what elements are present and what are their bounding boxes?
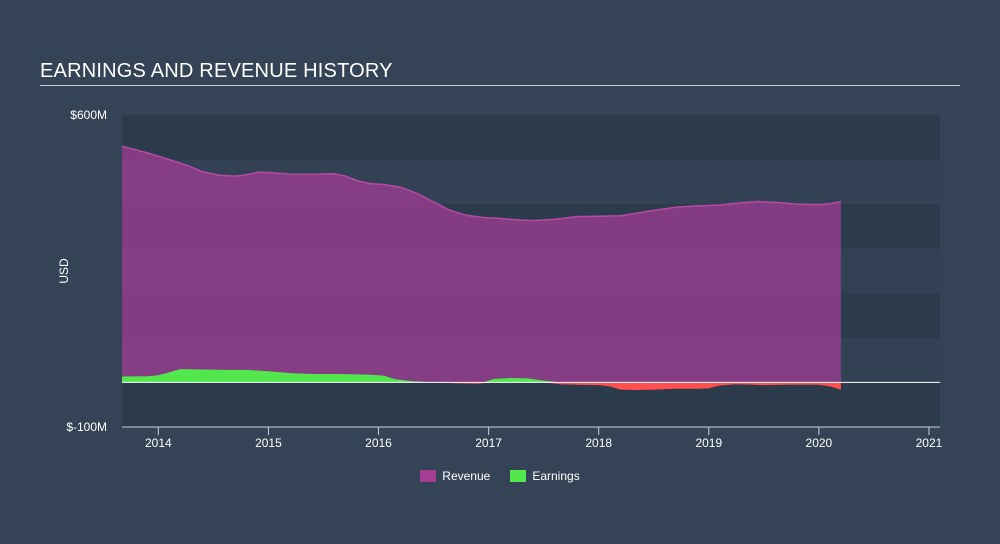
legend-swatch-revenue [420, 470, 437, 482]
legend-label-revenue: Revenue [442, 469, 491, 483]
y-tick-label-bottom: $-100M [66, 420, 107, 434]
title-divider [40, 85, 960, 86]
grid-band [122, 382, 940, 427]
chart-title: EARNINGS AND REVENUE HISTORY [40, 60, 393, 82]
x-tick-label: 2018 [585, 436, 612, 450]
earnings-area-negative [122, 382, 841, 390]
x-tick-label: 2014 [145, 436, 172, 450]
legend: Revenue Earnings [0, 469, 1000, 483]
x-tick-label: 2015 [255, 436, 282, 450]
earnings-area-positive [122, 369, 841, 383]
x-tick-label: 2017 [475, 436, 502, 450]
x-axis-ticks: 2014 2015 2016 2017 2018 2019 2020 2021 [145, 427, 943, 450]
x-tick-label: 2016 [365, 436, 392, 450]
legend-label-earnings: Earnings [532, 469, 580, 483]
x-tick-label: 2019 [695, 436, 722, 450]
legend-item-revenue[interactable]: Revenue [420, 469, 490, 483]
y-tick-label-top: $600M [70, 108, 107, 122]
legend-item-earnings[interactable]: Earnings [510, 469, 580, 483]
y-axis-title: USD [57, 258, 71, 284]
grid-band [122, 115, 940, 160]
revenue-area [122, 146, 841, 383]
revenue-line [121, 145, 842, 222]
legend-swatch-earnings [510, 470, 527, 482]
x-tick-label: 2020 [806, 436, 833, 450]
x-tick-label: 2021 [916, 436, 943, 450]
